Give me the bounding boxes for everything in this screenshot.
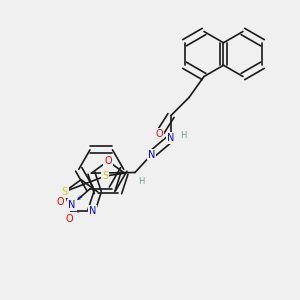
Text: O: O <box>104 156 112 166</box>
Text: O: O <box>56 197 64 207</box>
Text: H: H <box>180 130 186 140</box>
Text: S: S <box>61 187 68 197</box>
Text: +: + <box>76 195 82 201</box>
Text: O: O <box>155 128 163 139</box>
Text: -: - <box>76 209 79 215</box>
Text: H: H <box>138 177 144 186</box>
Text: O: O <box>65 214 73 224</box>
Text: N: N <box>89 206 97 216</box>
Text: N: N <box>148 149 155 160</box>
Text: N: N <box>167 133 175 143</box>
Text: S: S <box>102 171 108 181</box>
Text: N: N <box>68 200 76 210</box>
